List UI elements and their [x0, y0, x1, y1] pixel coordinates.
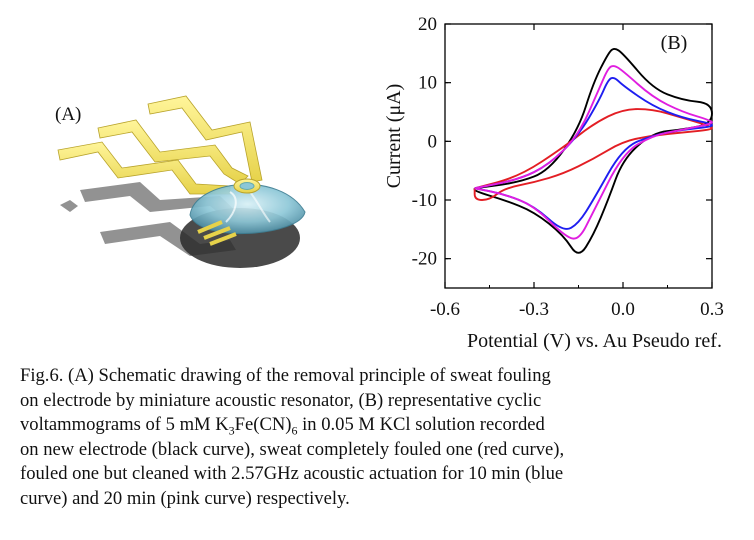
x-tick-label: 0.0: [611, 299, 635, 320]
caption-line: curve) and 20 min (pink curve) respectiv…: [20, 487, 350, 509]
y-axis-label: Current (μA): [383, 84, 405, 189]
schematic-panel: (A): [0, 0, 390, 350]
plot-frame: [444, 23, 713, 289]
y-tick-label: 10: [418, 73, 437, 94]
caption-line: fouled one but cleaned with 2.57GHz acou…: [20, 463, 564, 484]
x-tick-label: 0.3: [700, 299, 724, 320]
x-axis-label: Potential (V) vs. Au Pseudo ref.: [467, 330, 722, 352]
y-tick-label: 0: [428, 131, 438, 152]
panel-b-label: (B): [661, 32, 688, 54]
x-tick-label: -0.3: [519, 299, 549, 320]
x-tick-label: -0.6: [430, 299, 460, 320]
y-tick-label: 20: [418, 14, 437, 35]
cv-chart-panel: -0.6 -0.3 0.0 0.3 -20 -10 0 10 20 Potential (V) v…: [370, 0, 754, 362]
y-tick-label: -10: [412, 190, 437, 211]
cv-curve: [473, 108, 713, 201]
acoustic-resonator-schematic: (A): [55, 95, 306, 268]
panel-a-label: (A): [55, 104, 81, 125]
interdigitated-electrode: [197, 220, 237, 246]
gold-electrode-traces: [57, 95, 263, 195]
caption-line: Fig.6. (A) Schematic drawing of the remo…: [20, 365, 551, 386]
y-tick-label: -20: [412, 249, 437, 270]
cv-curve: [473, 47, 713, 254]
caption-line: voltammograms of 5 mM K3Fe(CN)6 in 0.05 …: [20, 414, 545, 438]
caption-line: on new electrode (black curve), sweat co…: [20, 438, 565, 460]
figure-caption: Fig.6. (A) Schematic drawing of the remo…: [20, 364, 738, 511]
cyclic-voltammogram-chart: -0.6 -0.3 0.0 0.3 -20 -10 0 10 20 Potential (V) v…: [383, 14, 724, 352]
caption-line: on electrode by miniature acoustic reson…: [20, 389, 542, 411]
cv-curve: [474, 65, 713, 240]
